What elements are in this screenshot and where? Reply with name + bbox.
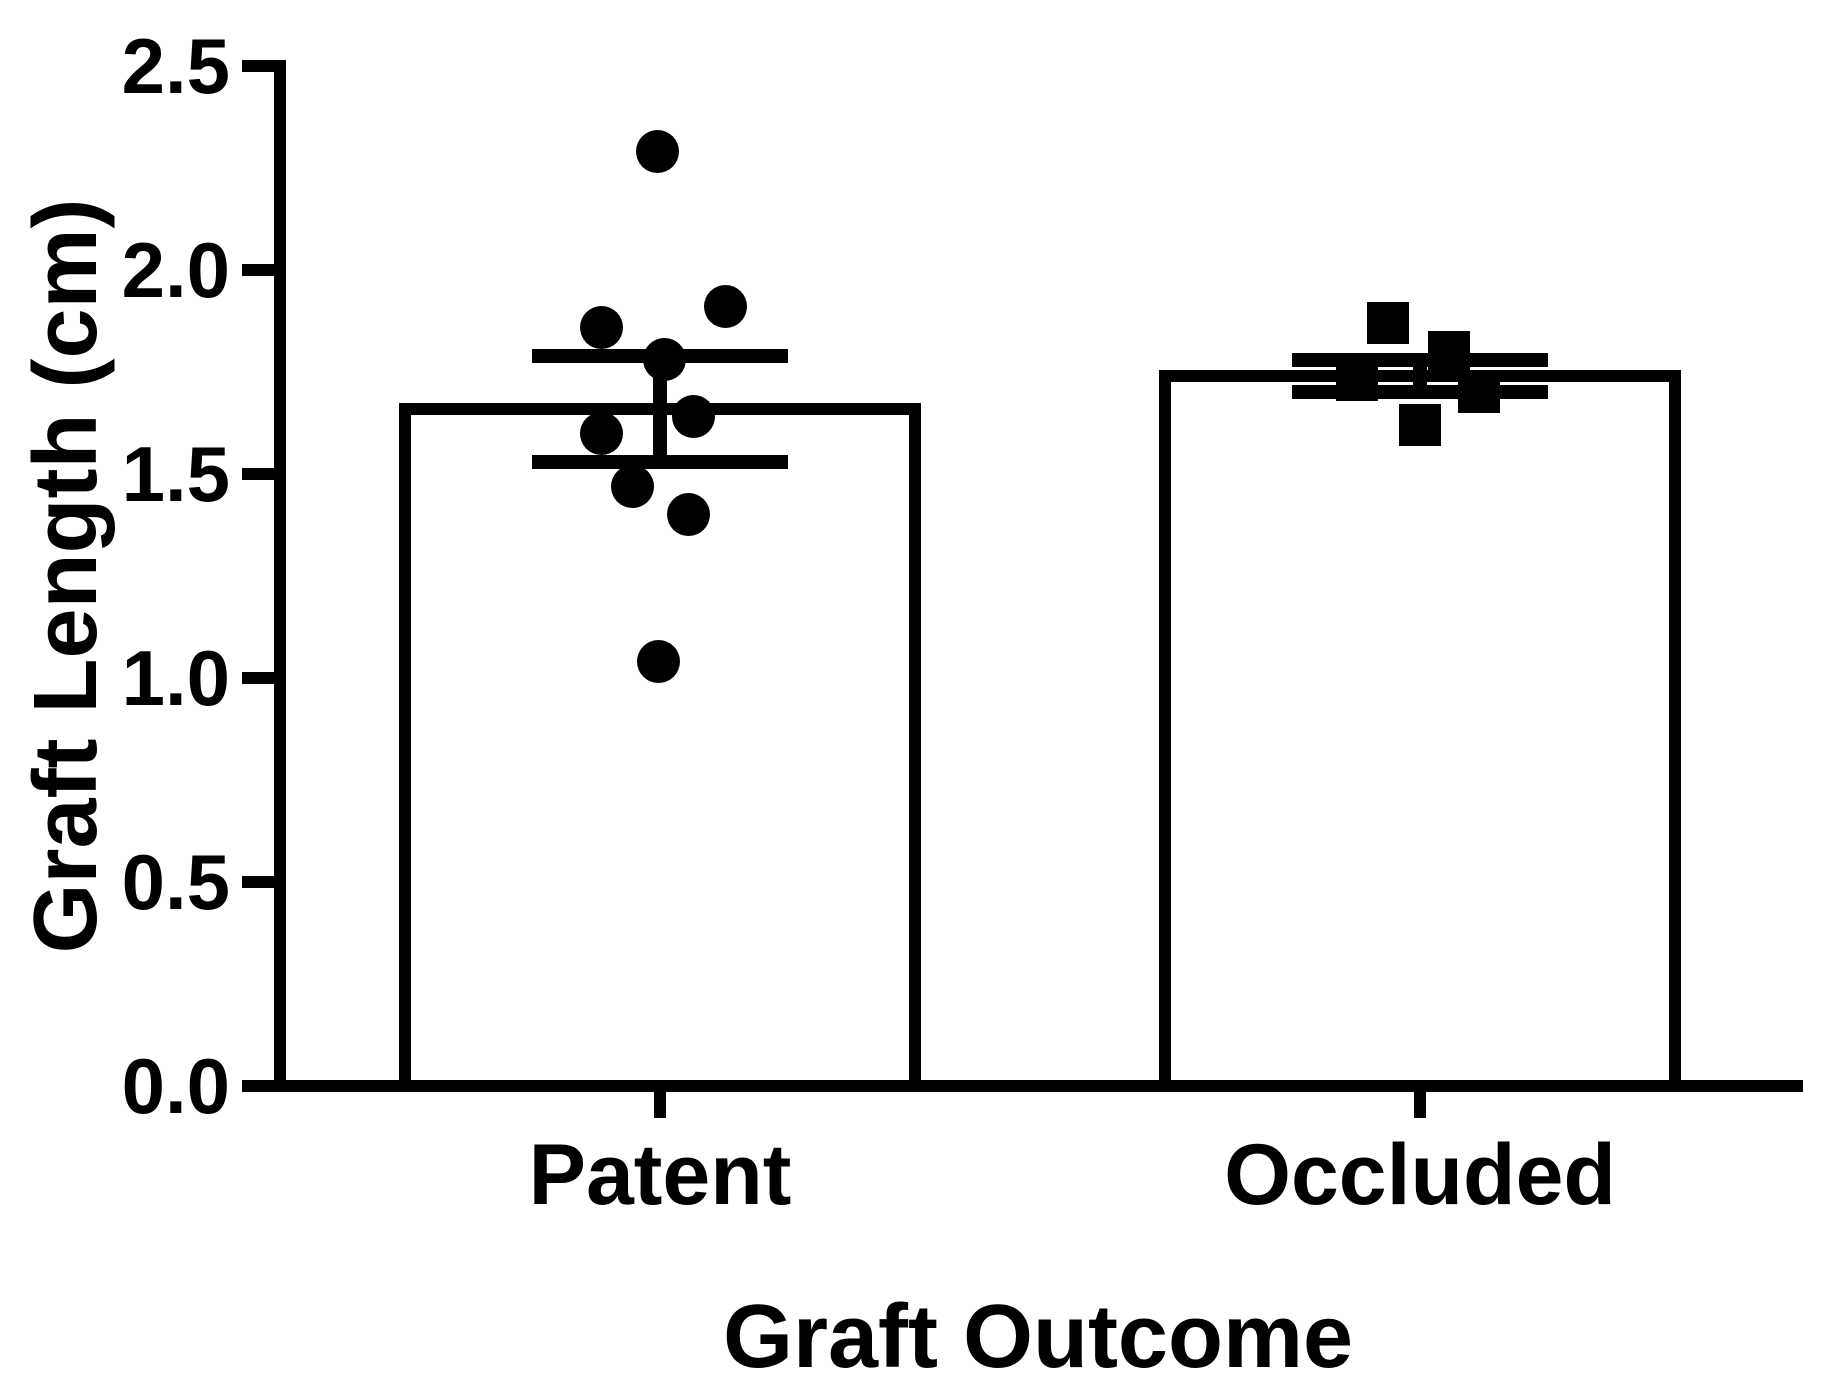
y-tick bbox=[242, 876, 274, 888]
data-point-occluded bbox=[1428, 330, 1470, 373]
error-bar-cap-upper-occluded bbox=[1292, 352, 1548, 367]
error-bar-vertical-occluded bbox=[1413, 359, 1427, 393]
y-tick bbox=[242, 1080, 274, 1092]
data-point-occluded bbox=[1336, 359, 1378, 402]
data-point-patent bbox=[610, 464, 654, 508]
data-point-patent bbox=[666, 493, 710, 537]
data-point-occluded bbox=[1367, 302, 1409, 345]
y-axis-line bbox=[274, 60, 286, 1092]
error-bar-cap-lower-patent bbox=[532, 454, 788, 469]
data-point-occluded bbox=[1458, 371, 1500, 414]
bar-occluded bbox=[1159, 370, 1681, 1092]
data-point-occluded bbox=[1399, 404, 1441, 447]
x-axis-title: Graft Outcome bbox=[722, 1287, 1354, 1387]
y-tick-label: 2.5 bbox=[121, 22, 230, 110]
x-tick-patent bbox=[654, 1092, 666, 1118]
data-point-patent bbox=[579, 411, 623, 455]
x-axis-line bbox=[274, 1080, 1803, 1092]
y-tick-label: 0.5 bbox=[121, 838, 230, 926]
data-point-patent bbox=[642, 338, 686, 382]
error-bar-vertical-patent bbox=[653, 355, 667, 462]
y-tick bbox=[242, 468, 274, 480]
x-tick-occluded bbox=[1414, 1092, 1426, 1118]
data-point-patent bbox=[703, 285, 747, 329]
bar-patent bbox=[399, 402, 921, 1092]
y-tick-label: 2.0 bbox=[121, 226, 230, 314]
y-tick bbox=[242, 672, 274, 684]
category-label-patent: Patent bbox=[528, 1127, 792, 1223]
y-axis-title: Graft Length (cm) bbox=[16, 198, 116, 954]
data-point-patent bbox=[579, 305, 623, 349]
error-bar-cap-lower-occluded bbox=[1292, 385, 1548, 400]
category-label-occluded: Occluded bbox=[1224, 1127, 1616, 1223]
y-tick-label: 0.0 bbox=[121, 1042, 230, 1130]
y-tick-label: 1.0 bbox=[121, 634, 230, 722]
y-tick-label: 1.5 bbox=[121, 430, 230, 518]
data-point-patent bbox=[636, 640, 680, 684]
data-point-patent bbox=[671, 395, 715, 439]
y-tick bbox=[242, 264, 274, 276]
y-tick bbox=[242, 60, 274, 72]
data-point-patent bbox=[635, 130, 679, 174]
